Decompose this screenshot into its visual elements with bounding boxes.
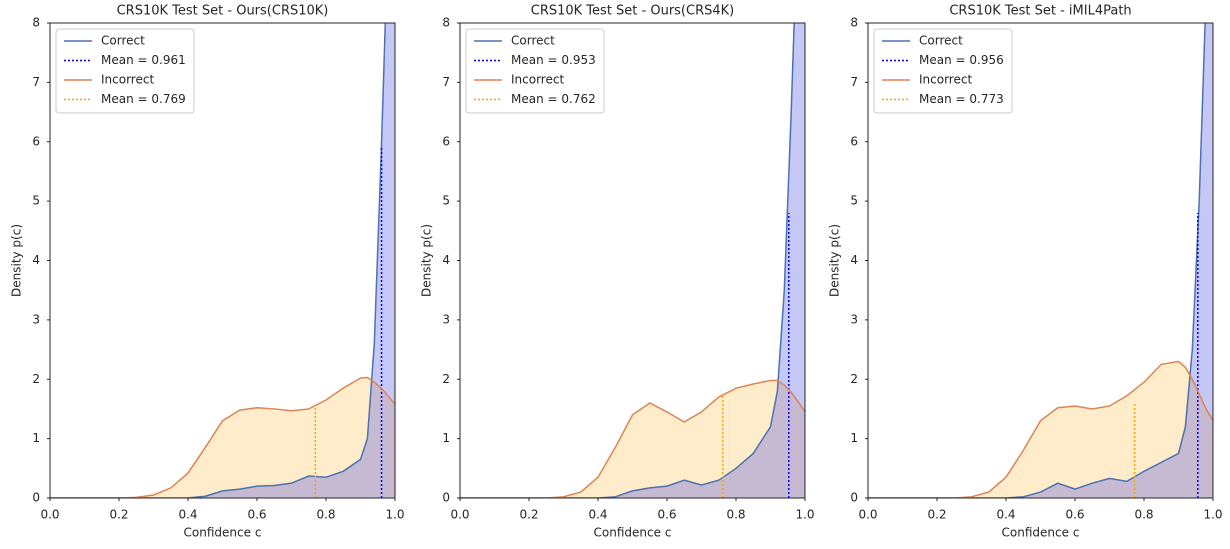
legend-label: Mean = 0.773	[919, 92, 1004, 106]
legend-label: Correct	[919, 34, 963, 48]
y-tick-label: 4	[850, 253, 858, 267]
y-tick-label: 2	[850, 372, 858, 386]
x-tick-label: 0.4	[996, 508, 1015, 522]
y-tick-label: 5	[32, 194, 40, 208]
legend-label: Correct	[101, 34, 145, 48]
y-tick-label: 3	[442, 312, 450, 326]
x-tick-label: 0.6	[247, 508, 266, 522]
legend-label: Incorrect	[101, 73, 154, 87]
y-tick-label: 1	[32, 431, 40, 445]
y-tick-label: 5	[442, 194, 450, 208]
y-tick-label: 3	[850, 312, 858, 326]
legend-box	[55, 28, 195, 114]
density-line	[50, 23, 387, 498]
density-line	[460, 23, 795, 498]
legend-label: Mean = 0.956	[919, 53, 1004, 67]
y-tick-label: 4	[442, 253, 450, 267]
y-tick-label: 3	[32, 312, 40, 326]
x-tick-label: 0.8	[726, 508, 745, 522]
y-axis-label: Density p(c)	[828, 224, 842, 297]
x-tick-label: 0.0	[450, 508, 469, 522]
plot-area	[50, 23, 395, 498]
panel-title: CRS10K Test Set - Ours(CRS10K)	[117, 4, 329, 19]
panel-title: CRS10K Test Set - Ours(CRS4K)	[531, 4, 735, 19]
density-line	[868, 360, 1213, 498]
density-line	[460, 379, 805, 498]
y-tick-label: 0	[32, 491, 40, 505]
y-tick-label: 0	[442, 491, 450, 505]
density-fill	[868, 361, 1213, 498]
x-tick-label: 0.4	[178, 508, 197, 522]
panel-title: CRS10K Test Set - iMIL4Path	[949, 4, 1131, 19]
x-tick-label: 0.0	[858, 508, 877, 522]
legend-label: Correct	[511, 34, 555, 48]
x-tick-label: 1.0	[385, 508, 404, 522]
legend-label: Incorrect	[511, 73, 564, 87]
x-tick-label: 1.0	[795, 508, 814, 522]
axes-frame	[49, 22, 396, 499]
x-tick-label: 0.4	[588, 508, 607, 522]
legend-label: Mean = 0.762	[511, 92, 596, 106]
y-tick-label: 7	[32, 75, 40, 89]
density-fill	[460, 23, 805, 498]
density-fill	[460, 380, 805, 498]
panel: CRS10K Test Set - iMIL4Path Confidence c D…	[828, 4, 1223, 540]
y-tick-label: 1	[442, 431, 450, 445]
x-tick-label: 1.0	[1203, 508, 1222, 522]
y-tick-label: 6	[32, 134, 40, 148]
y-tick-label: 7	[442, 75, 450, 89]
plot-area	[460, 23, 805, 498]
axes-frame	[867, 22, 1214, 499]
x-tick-label: 0.6	[657, 508, 676, 522]
density-fill	[50, 377, 395, 498]
legend-label: Mean = 0.961	[101, 53, 186, 67]
y-tick-label: 8	[850, 16, 858, 30]
x-tick-label: 0.0	[40, 508, 59, 522]
legend-label: Incorrect	[919, 73, 972, 87]
x-axis-label: Confidence c	[594, 526, 672, 540]
panel: CRS10K Test Set - Ours(CRS10K) Confidence…	[10, 4, 405, 540]
y-tick-label: 1	[850, 431, 858, 445]
y-tick-label: 7	[850, 75, 858, 89]
x-tick-label: 0.8	[316, 508, 335, 522]
density-line	[868, 23, 1206, 498]
x-axis-label: Confidence c	[1002, 526, 1080, 540]
y-tick-label: 0	[850, 491, 858, 505]
y-tick-label: 6	[442, 134, 450, 148]
y-tick-label: 2	[442, 372, 450, 386]
y-tick-label: 2	[32, 372, 40, 386]
density-line	[50, 376, 395, 498]
plot-area	[868, 23, 1213, 498]
y-tick-label: 5	[850, 194, 858, 208]
x-tick-label: 0.2	[109, 508, 128, 522]
legend-box	[465, 28, 605, 114]
y-tick-label: 8	[442, 16, 450, 30]
panel: CRS10K Test Set - Ours(CRS4K) Confidence …	[420, 4, 815, 540]
legend-label: Mean = 0.769	[101, 92, 186, 106]
x-tick-label: 0.2	[519, 508, 538, 522]
legend-box	[873, 28, 1013, 114]
y-axis-label: Density p(c)	[420, 224, 434, 297]
legend-label: Mean = 0.953	[511, 53, 596, 67]
y-tick-label: 4	[32, 253, 40, 267]
x-axis-label: Confidence c	[184, 526, 262, 540]
y-tick-label: 6	[850, 134, 858, 148]
y-tick-label: 8	[32, 16, 40, 30]
y-axis-label: Density p(c)	[10, 224, 24, 297]
x-tick-label: 0.6	[1065, 508, 1084, 522]
x-tick-label: 0.2	[927, 508, 946, 522]
x-tick-label: 0.8	[1134, 508, 1153, 522]
axes-frame	[459, 22, 806, 499]
